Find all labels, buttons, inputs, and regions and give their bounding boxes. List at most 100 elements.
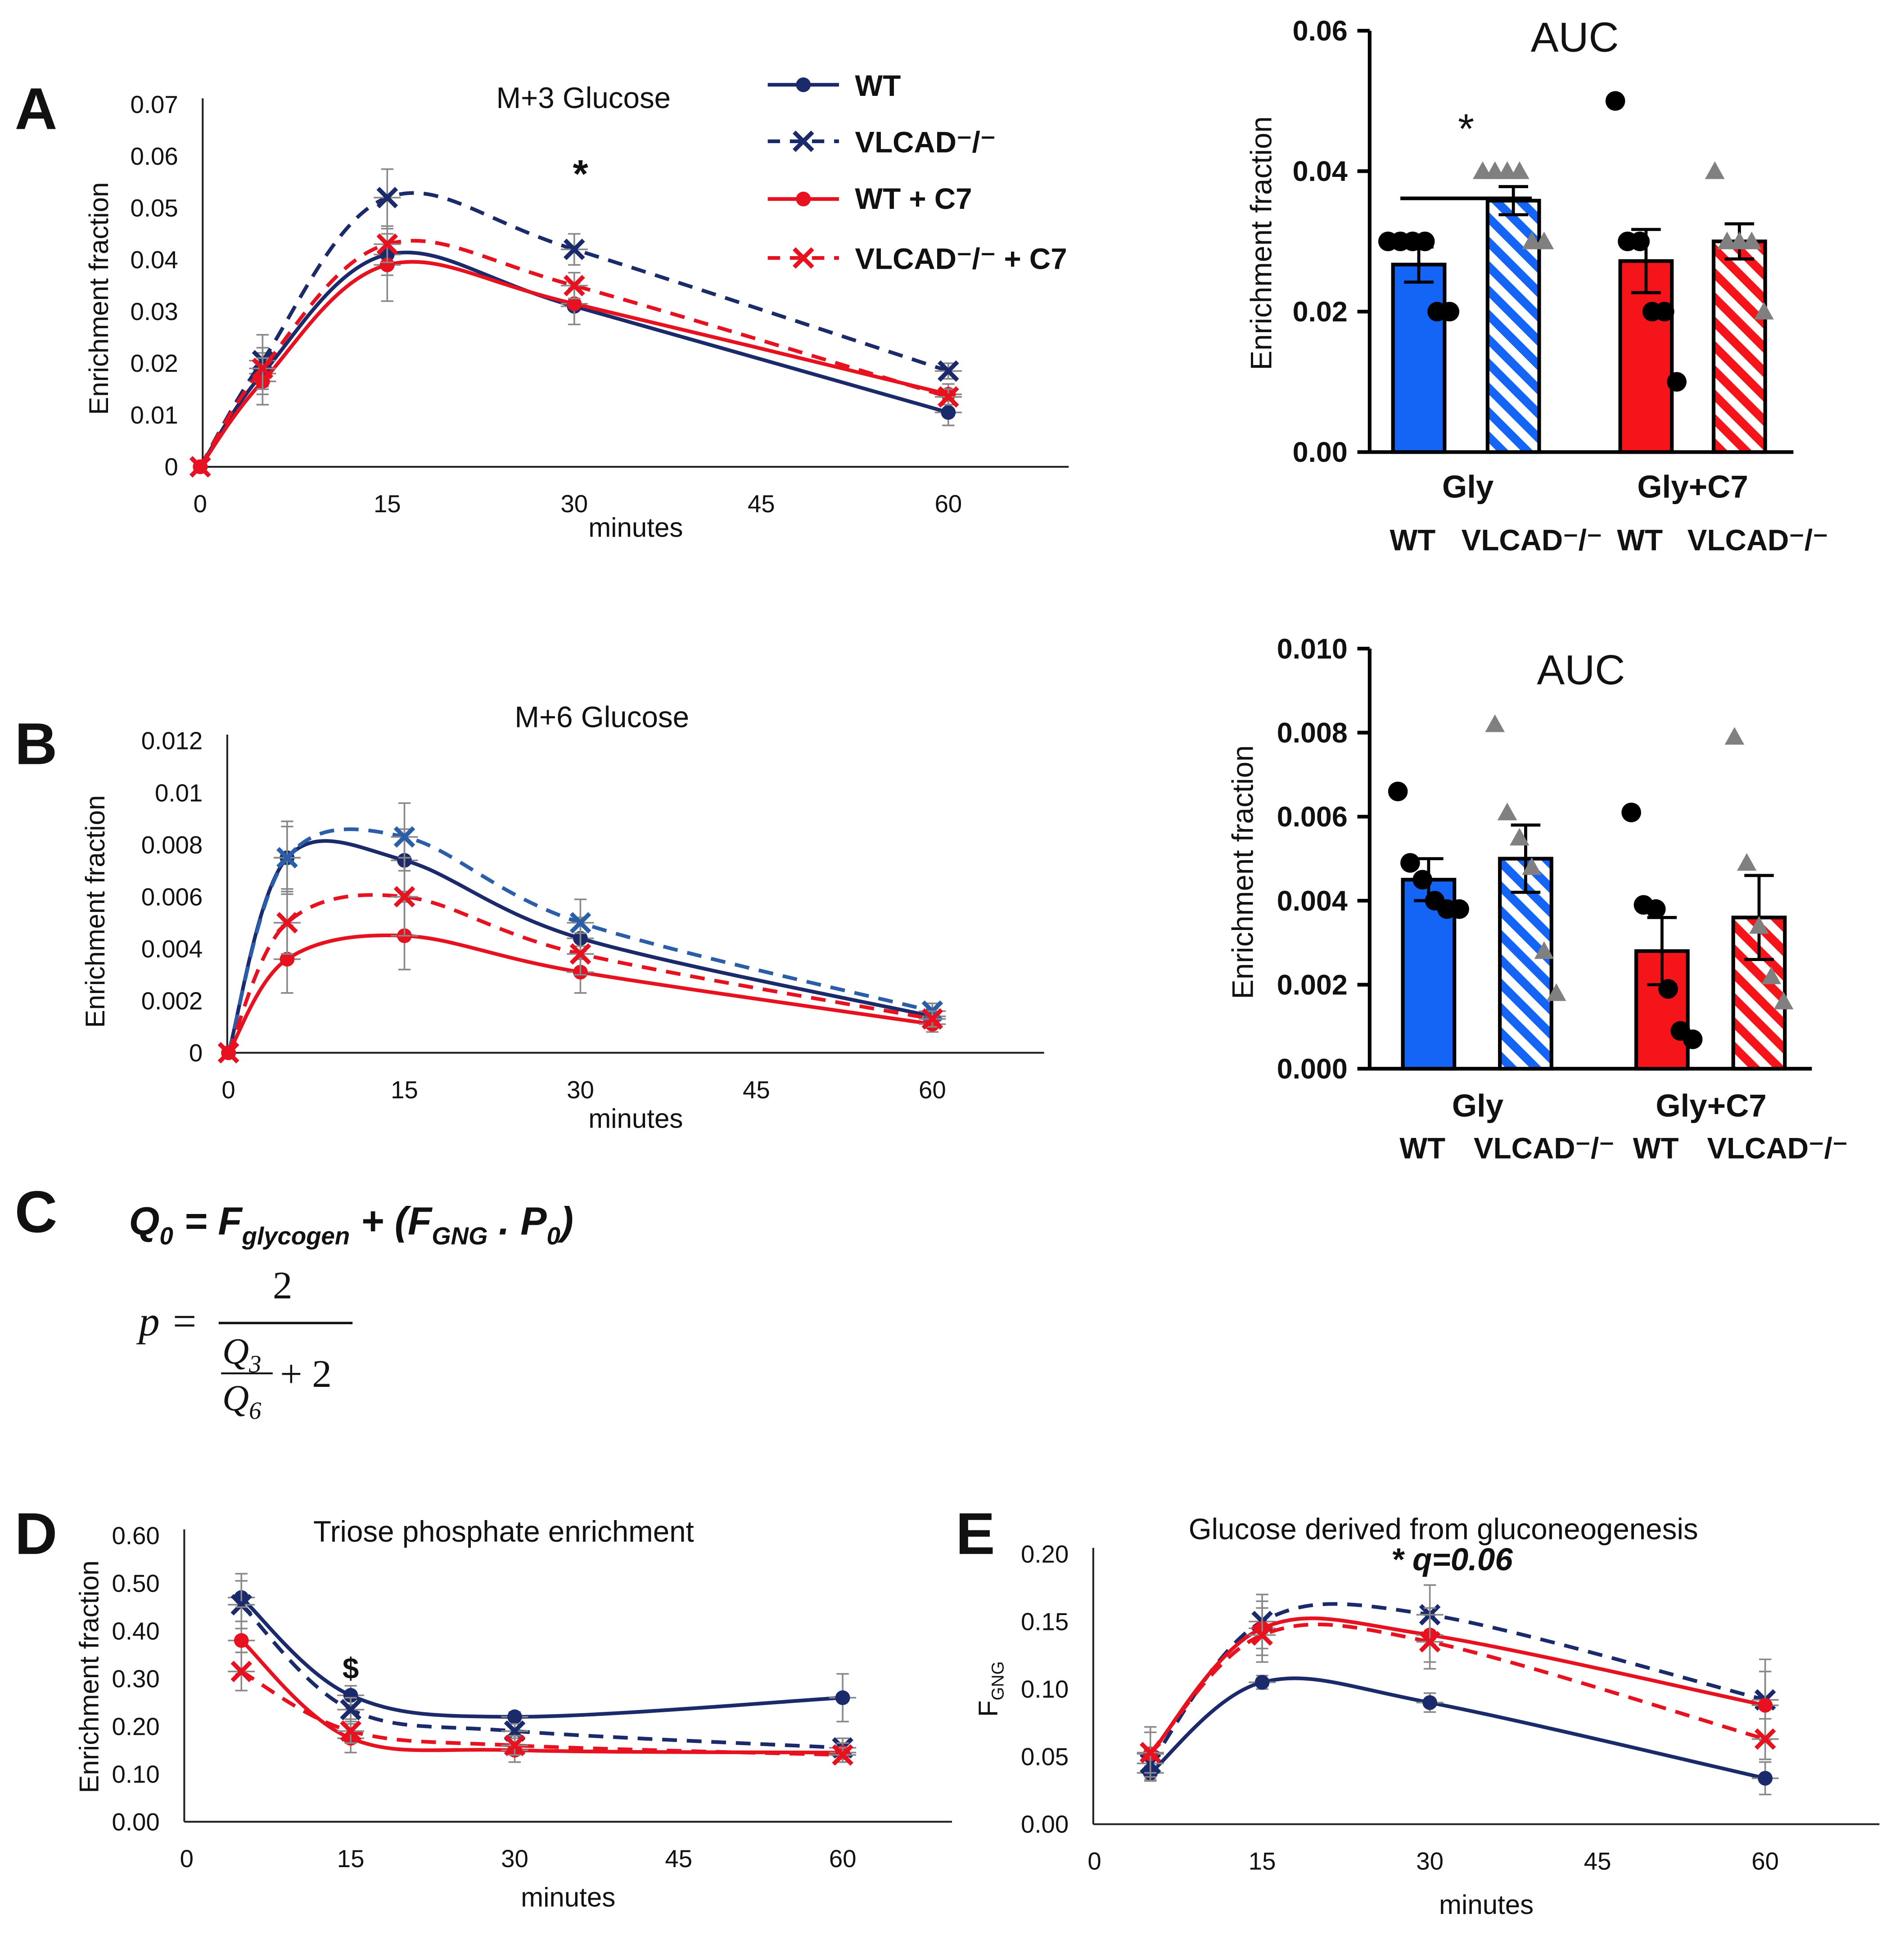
marker-dot <box>234 1633 249 1648</box>
marker-x <box>217 1042 239 1064</box>
marker-triangle <box>1761 966 1782 984</box>
marker-x <box>792 131 814 152</box>
marker-dot <box>567 296 582 311</box>
chart-title: AUC <box>1537 646 1625 693</box>
marker-triangle <box>1522 857 1542 875</box>
significance-annotation: $ <box>343 1652 359 1685</box>
x-tick-label: 0 <box>180 1845 194 1873</box>
group-label: Gly+C7 <box>1637 469 1748 505</box>
series-line <box>1149 1622 1766 1754</box>
y-axis-label: Enrichment fraction <box>1245 116 1278 370</box>
marker-x <box>376 187 398 208</box>
chart-title: M+3 Glucose <box>496 81 671 114</box>
legend-label: VLCAD⁻/⁻ <box>855 126 996 158</box>
series-line <box>199 239 949 468</box>
marker-dot <box>941 405 956 420</box>
category-label: VLCAD⁻/⁻ <box>1462 524 1602 557</box>
y-tick-label: 0.50 <box>112 1570 160 1597</box>
y-tick-label: 0.01 <box>155 779 203 807</box>
panel-label-e: E <box>956 1500 995 1566</box>
legend-item-vlcad: VLCAD⁻/⁻ <box>767 126 996 158</box>
marker-x <box>792 247 814 269</box>
series-line <box>1149 1616 1766 1755</box>
x-tick-label: 15 <box>374 490 401 518</box>
y-tick-label: 0.60 <box>112 1522 160 1549</box>
marker-dot <box>1388 781 1408 802</box>
marker-x <box>276 912 298 934</box>
marker-x <box>569 943 591 965</box>
x-tick-label: 0 <box>221 1076 235 1104</box>
y-tick-label: 0.05 <box>130 194 178 222</box>
chart-auc-m6: 0.000 0.002 0.004 0.006 0.008 0.010 AUC Enrichm… <box>1227 633 1848 1165</box>
marker-x <box>569 912 591 934</box>
category-label: WT <box>1390 524 1435 557</box>
y-tick-label: 0.008 <box>141 831 203 859</box>
y-tick-label: 0.04 <box>130 246 178 274</box>
marker-dot <box>1655 302 1674 322</box>
marker-triangle <box>1773 992 1794 1010</box>
chart-title: AUC <box>1531 14 1619 61</box>
significance-annotation: * <box>1458 105 1474 152</box>
bar <box>1391 262 1447 454</box>
y-axis-label: Enrichment fraction <box>84 182 114 415</box>
marker-dot <box>796 77 811 92</box>
x-tick-label: 0 <box>1087 1848 1101 1875</box>
marker-dot <box>1667 372 1687 392</box>
marker-triangle <box>1473 161 1493 179</box>
x-axis-label: minutes <box>1439 1890 1534 1920</box>
series-line <box>227 933 933 1054</box>
marker-x <box>937 360 959 382</box>
marker-dot <box>1605 91 1625 111</box>
y-tick-label: 0.04 <box>1293 156 1348 187</box>
x-tick-label: 45 <box>743 1076 770 1104</box>
marker-x <box>393 886 415 908</box>
series-line <box>226 893 933 1054</box>
marker-x <box>230 1594 253 1616</box>
marker-dot <box>379 257 395 272</box>
marker-triangle <box>1497 803 1517 821</box>
marker-dot <box>1683 1029 1703 1049</box>
y-tick-label: 0.004 <box>141 935 203 963</box>
marker-dot <box>1630 231 1650 252</box>
panel-label-c: C <box>15 1178 58 1245</box>
marker-x <box>1419 1631 1441 1653</box>
y-tick-label: 0.02 <box>1293 296 1348 328</box>
chart-m6-glucose: 0 15 30 45 60 0 0.002 0.004 0.006 0.008 0.01 0.012 M… <box>80 701 1044 1133</box>
legend-label: WT + C7 <box>855 182 972 215</box>
error-bar <box>1511 823 1541 894</box>
legend: WT VLCAD⁻/⁻ WT + C7 VLCAD⁻/⁻ + C7 <box>767 69 1067 275</box>
significance-annotation: * <box>573 152 588 196</box>
marker-x <box>832 1744 853 1766</box>
marker-x <box>340 1699 361 1720</box>
legend-label: WT <box>855 69 901 102</box>
marker-triangle <box>1509 161 1530 179</box>
chart-title: M+6 Glucose <box>514 701 689 734</box>
y-tick-label: 0.20 <box>112 1713 160 1740</box>
x-tick-label: 45 <box>748 490 775 518</box>
x-tick-label: 15 <box>391 1076 418 1104</box>
legend-item-wt-c7: WT + C7 <box>767 182 972 215</box>
y-tick-label: 0.006 <box>1277 801 1348 833</box>
category-label: VLCAD⁻/⁻ <box>1474 1132 1615 1165</box>
bar <box>1618 259 1674 454</box>
marker-dot <box>1439 302 1460 322</box>
marker-x <box>921 1008 943 1030</box>
marker-x <box>563 239 585 260</box>
chart-title: Triose phosphate enrichment <box>313 1515 694 1548</box>
y-axis-label: Enrichment fraction <box>74 1561 104 1793</box>
chart-auc-m3: 0.00 0.02 0.04 0.06 AUC Enrichment fraction Gl… <box>1245 14 1828 557</box>
x-tick-label: 60 <box>1751 1848 1779 1875</box>
marker-triangle <box>1724 727 1745 745</box>
category-label: VLCAD⁻/⁻ <box>1687 524 1828 557</box>
y-tick-label: 0.10 <box>1021 1676 1069 1703</box>
y-tick-label: 0.01 <box>130 402 178 429</box>
y-axis-label: Enrichment fraction <box>80 795 110 1028</box>
x-tick-label: 30 <box>501 1845 528 1873</box>
marker-triangle <box>1485 714 1505 732</box>
chart-gluconeogenesis: 0 15 30 45 60 0.00 0.05 0.10 0.15 0.20 Glucose der… <box>973 1513 1880 1920</box>
x-tick-label: 30 <box>1416 1848 1444 1875</box>
marker-triangle <box>1485 161 1505 179</box>
chart-triose-phosphate: 0 15 30 45 60 0.00 0.10 0.20 0.30 0.40 0.50 0.60 Tri… <box>74 1515 952 1912</box>
marker-x <box>252 357 274 379</box>
y-tick-label: 0 <box>164 453 178 481</box>
